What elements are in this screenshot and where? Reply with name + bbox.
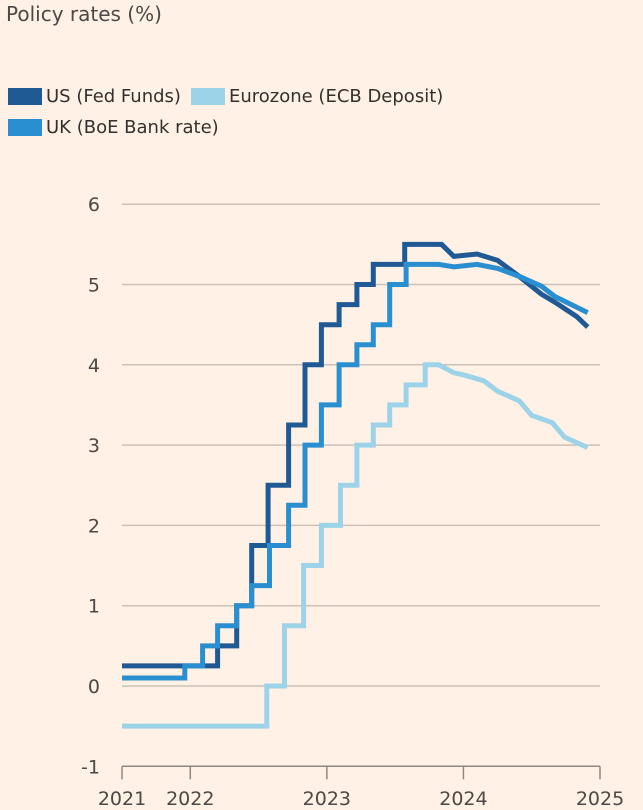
y-tick-label: -1 — [81, 756, 100, 778]
x-tick-label: 2024 — [439, 788, 487, 810]
x-tick-label: 2021 — [98, 788, 146, 810]
y-tick-label: 2 — [88, 515, 100, 537]
legend-swatch-us — [8, 88, 42, 105]
legend-label-uk: UK (BoE Bank rate) — [46, 117, 219, 138]
y-tick-label: 3 — [88, 435, 100, 457]
legend-swatch-eurozone — [190, 88, 225, 105]
y-tick-label: 5 — [88, 275, 100, 297]
x-tick-label: 2022 — [166, 788, 214, 810]
legend-swatch-uk — [8, 119, 42, 136]
y-tick-label: 6 — [88, 194, 100, 216]
y-tick-label: 0 — [88, 676, 100, 698]
x-tick-label: 2023 — [303, 788, 351, 810]
y-tick-label: 1 — [88, 596, 100, 618]
legend-row-2: UK (BoE Bank rate) — [8, 117, 219, 138]
series-line-uk — [122, 261, 589, 681]
y-tick-label: 4 — [88, 355, 100, 377]
legend-row-1: US (Fed Funds) Eurozone (ECB Deposit) — [8, 86, 443, 107]
legend-label-eurozone: Eurozone (ECB Deposit) — [228, 86, 444, 107]
x-tick-label: 2025 — [576, 788, 624, 810]
series-line-eurozone — [122, 362, 589, 729]
legend-label-us: US (Fed Funds) — [46, 86, 181, 107]
chart-title: Policy rates (%) — [6, 2, 162, 26]
